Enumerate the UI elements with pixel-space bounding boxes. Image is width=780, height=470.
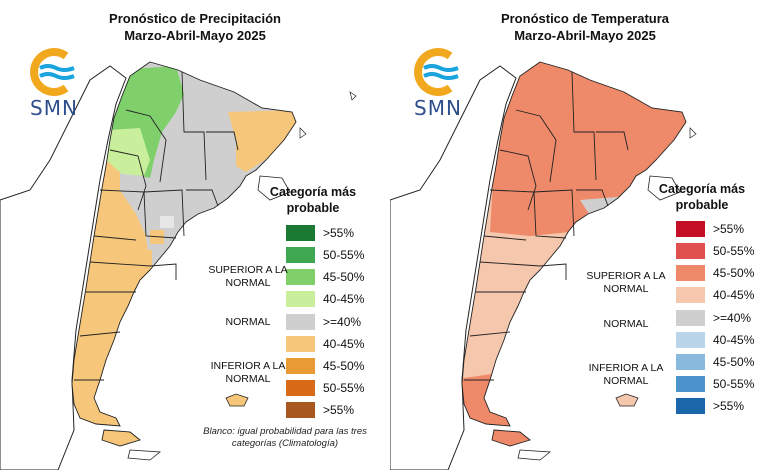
legend-swatch: [286, 225, 315, 241]
smn-logo-word: SMN: [414, 96, 462, 120]
temp-legend-item: >55%: [676, 397, 744, 415]
legend-label: 45-50%: [323, 359, 365, 373]
legend-swatch: [286, 402, 315, 418]
precipitation-legend-title: Categoría más probable: [269, 185, 357, 215]
precipitation-title-line2: Marzo-Abril-Mayo 2025: [124, 28, 266, 43]
temp-legend-item: >=40%: [676, 309, 751, 327]
legend-swatch: [676, 332, 705, 348]
legend-swatch: [676, 243, 705, 259]
temperature-title: Pronóstico de Temperatura Marzo-Abril-Ma…: [390, 10, 780, 44]
precip-legend-item: 45-50%: [286, 357, 364, 375]
precipitation-footnote: Blanco: igual probabilidad para las tres…: [203, 426, 367, 449]
temperature-title-line1: Pronóstico de Temperatura: [500, 11, 670, 26]
temperature-map: [390, 61, 697, 470]
temperature-title-line2: Marzo-Abril-Mayo 2025: [514, 28, 656, 43]
precipitation-map: [0, 61, 357, 470]
precip-legend-item: 40-45%: [286, 290, 364, 308]
legend-label: >55%: [323, 226, 355, 240]
precip-group-below: INFERIOR A LA NORMAL: [210, 360, 286, 385]
precip-group-above: SUPERIOR A LA NORMAL: [208, 264, 288, 289]
legend-label: 40-45%: [323, 292, 365, 306]
precip-legend-item: >55%: [286, 401, 354, 419]
legend-swatch: [286, 291, 315, 307]
legend-swatch: [676, 221, 705, 237]
smn-logo: SMN: [22, 46, 82, 126]
precipitation-panel: Pronóstico de Precipitación Marzo-Abril-…: [0, 10, 390, 470]
temp-legend-item: 40-45%: [676, 331, 754, 349]
legend-swatch: [676, 287, 705, 303]
legend-swatch: [286, 380, 315, 396]
temperature-panel: Pronóstico de Temperatura Marzo-Abril-Ma…: [390, 0, 780, 470]
legend-label: 50-55%: [323, 381, 365, 395]
precip-legend-item: >=40%: [286, 313, 361, 331]
legend-label: 50-55%: [713, 244, 755, 258]
temp-group-below: INFERIOR A LA NORMAL: [588, 362, 664, 387]
legend-label: >=40%: [713, 311, 752, 325]
smn-sun-icon: [30, 48, 75, 96]
legend-swatch: [286, 314, 315, 330]
legend-label: 45-50%: [713, 355, 755, 369]
temp-group-normal: NORMAL: [603, 318, 649, 330]
precip-legend-item: 50-55%: [286, 246, 364, 264]
legend-label: 45-50%: [713, 266, 755, 280]
legend-label: >55%: [323, 403, 355, 417]
smn-logo: SMN: [406, 46, 466, 126]
temp-legend-item: 50-55%: [676, 242, 754, 260]
smn-sun-icon: [414, 48, 459, 96]
legend-swatch: [676, 376, 705, 392]
legend-label: >55%: [713, 222, 745, 236]
legend-label: 40-45%: [713, 288, 755, 302]
legend-swatch: [676, 310, 705, 326]
legend-label: 40-45%: [323, 337, 365, 351]
temp-legend-item: 45-50%: [676, 264, 754, 282]
legend-label: 50-55%: [713, 377, 755, 391]
precip-legend-item: 50-55%: [286, 379, 364, 397]
precip-legend-item: >55%: [286, 224, 354, 242]
precipitation-title-line1: Pronóstico de Precipitación: [109, 11, 281, 26]
legend-label: 45-50%: [323, 270, 365, 284]
precipitation-title: Pronóstico de Precipitación Marzo-Abril-…: [0, 10, 390, 44]
temp-legend-item: 40-45%: [676, 286, 754, 304]
smn-logo-word: SMN: [30, 96, 78, 120]
temp-legend-item: 45-50%: [676, 353, 754, 371]
legend-swatch: [286, 336, 315, 352]
precip-legend-item: 40-45%: [286, 335, 364, 353]
legend-swatch: [286, 358, 315, 374]
legend-swatch: [676, 354, 705, 370]
legend-swatch: [676, 398, 705, 414]
legend-swatch: [286, 247, 315, 263]
legend-label: 50-55%: [323, 248, 365, 262]
temp-group-above: SUPERIOR A LA NORMAL: [586, 270, 666, 295]
legend-label: >55%: [713, 399, 745, 413]
legend-label: >=40%: [323, 315, 362, 329]
legend-label: 40-45%: [713, 333, 755, 347]
temp-legend-item: >55%: [676, 220, 744, 238]
precip-legend-item: 45-50%: [286, 268, 364, 286]
temperature-legend-title: Categoría más probable: [658, 182, 746, 212]
precip-group-normal: NORMAL: [225, 316, 271, 328]
legend-swatch: [676, 265, 705, 281]
temp-legend-item: 50-55%: [676, 375, 754, 393]
legend-swatch: [286, 269, 315, 285]
